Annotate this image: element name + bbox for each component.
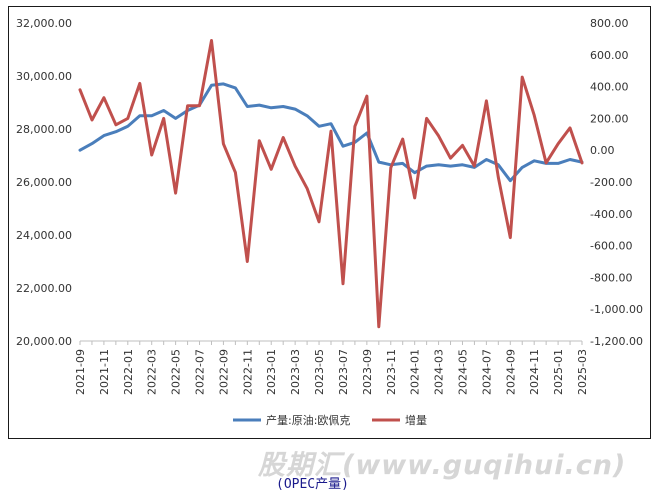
y-right-tick-label: -1,000.00 [590,303,643,316]
y-left-tick-label: 24,000.00 [16,229,72,242]
series-line-production [78,82,584,183]
y-right-tick-label: 600.00 [590,49,629,62]
x-tick-label: 2022-11 [241,349,254,395]
x-tick-label: 2024-05 [456,349,469,395]
x-tick-label: 2024-03 [433,349,446,395]
x-tick-label: 2022-03 [146,349,159,395]
y-left-tick-label: 28,000.00 [16,123,72,136]
x-tick-label: 2021-09 [74,349,87,395]
y-right-tick-label: -200.00 [590,176,632,189]
x-tick-label: 2024-07 [480,349,493,395]
x-tick-label: 2023-09 [361,349,374,395]
watermark-text: 股期汇(www.guqihui.cn) [258,450,627,481]
y-left-tick-label: 32,000.00 [16,17,72,30]
legend: 产量:原油:欧佩克 增量 [233,413,427,427]
chart-frame [8,6,651,439]
y-right-tick-label: -800.00 [590,271,632,284]
y-left-tick-label: 20,000.00 [16,335,72,348]
series-layer [78,39,584,329]
x-tick-label: 2023-05 [313,349,326,395]
x-tick-label: 2022-01 [122,349,135,395]
y-left-tick-label: 22,000.00 [16,282,72,295]
y-right-tick-label: 800.00 [590,17,629,30]
x-tick-label: 2025-03 [576,349,589,395]
y-left-tick-label: 26,000.00 [16,176,72,189]
x-tick-label: 2023-07 [337,349,350,395]
y-left-tick-label: 30,000.00 [16,70,72,83]
x-tick-label: 2025-01 [552,349,565,395]
y-right-tick-label: 200.00 [590,112,629,125]
axes-layer: 20,000.00 22,000.00 24,000.00 26,000.00 28,0… [16,17,643,395]
y-right-tick-label: 0.00 [590,144,615,157]
x-tick-label: 2024-11 [528,349,541,395]
x-tick-label: 2023-01 [265,349,278,395]
y-right-tick-label: -1,200.00 [590,335,643,348]
caption-text: (OPEC产量) [276,477,349,492]
x-tick-label: 2024-01 [409,349,422,395]
x-tick-label: 2024-09 [504,349,517,395]
x-tick-label: 2022-09 [217,349,230,395]
x-tick-label: 2021-11 [98,349,111,395]
x-tick-label: 2022-07 [194,349,207,395]
x-tick-label: 2023-11 [385,349,398,395]
y-right-tick-label: -400.00 [590,208,632,221]
y-right-tick-label: -600.00 [590,240,632,253]
x-tick-label: 2023-03 [289,349,302,395]
y-right-tick-label: 400.00 [590,81,629,94]
x-tick-label: 2022-05 [170,349,183,395]
legend-item-increment-label: 增量 [405,413,427,427]
legend-item-production-label: 产量:原油:欧佩克 [266,413,350,427]
series-line-increment [78,39,584,329]
